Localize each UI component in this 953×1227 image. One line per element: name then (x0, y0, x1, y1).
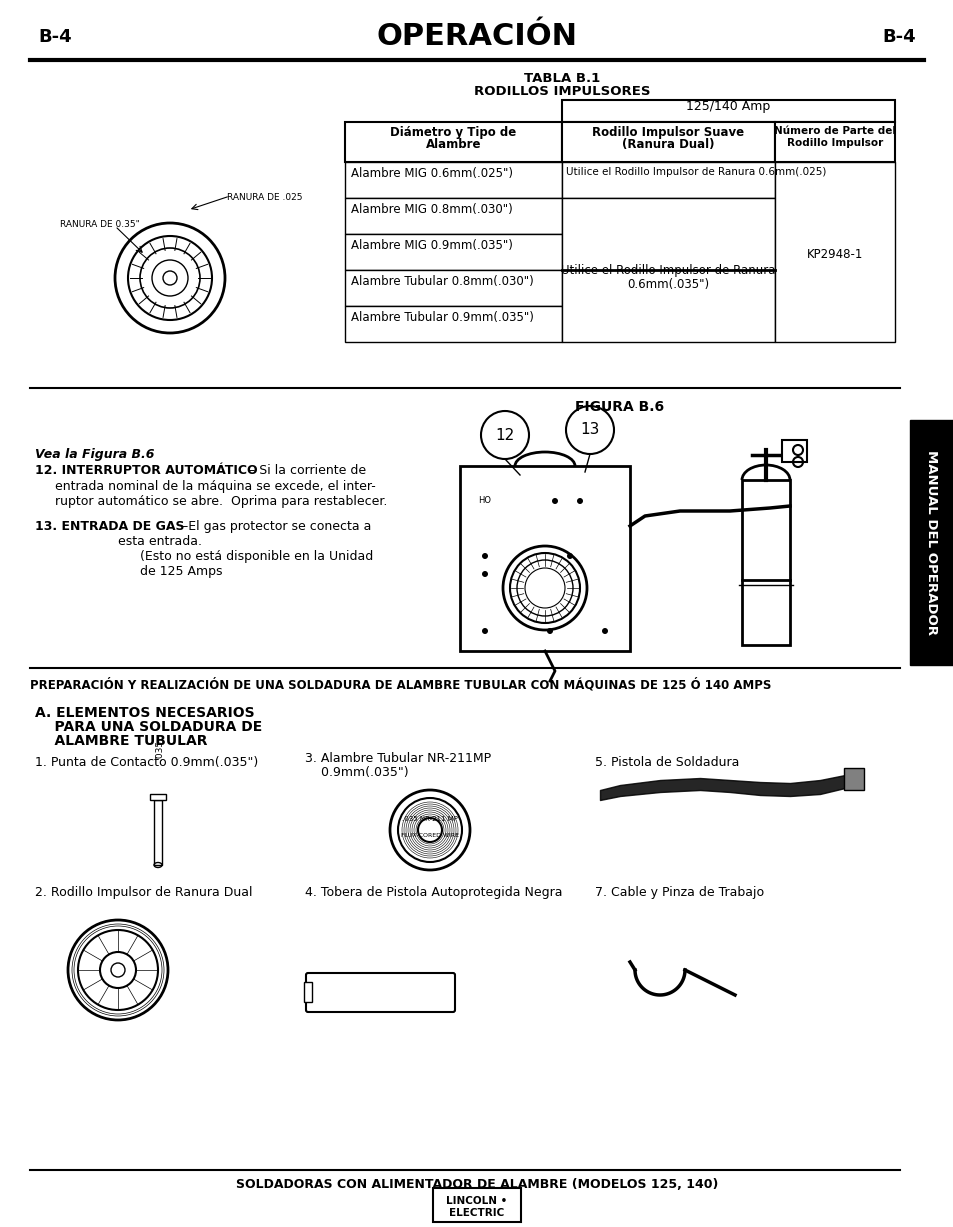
Text: 12: 12 (495, 427, 514, 443)
Text: TABLA B.1: TABLA B.1 (523, 72, 599, 85)
Text: 7. Cable y Pinza de Trabajo: 7. Cable y Pinza de Trabajo (595, 886, 763, 899)
Text: .035: .035 (155, 740, 164, 760)
Bar (561, 198, 774, 342)
Text: 13. ENTRADA DE GAS: 13. ENTRADA DE GAS (35, 520, 184, 533)
Bar (345, 121, 561, 162)
Circle shape (481, 628, 488, 634)
Text: 0.6mm(.035"): 0.6mm(.035") (627, 279, 709, 291)
Text: Utilice el Rodillo Impulsor de Ranura: Utilice el Rodillo Impulsor de Ranura (560, 264, 775, 277)
Text: Alambre MIG 0.9mm(.035"): Alambre MIG 0.9mm(.035") (351, 239, 513, 252)
Circle shape (577, 498, 582, 504)
Text: 0.9mm(.035"): 0.9mm(.035") (305, 766, 408, 779)
Text: 125/140 Amp: 125/140 Amp (685, 99, 770, 113)
Text: LINCOLN •: LINCOLN • (446, 1196, 507, 1206)
Text: MANUAL DEL OPERADOR: MANUAL DEL OPERADOR (924, 449, 938, 634)
Circle shape (480, 411, 529, 459)
Text: – Si la corriente de: – Si la corriente de (245, 464, 366, 477)
Text: B-4: B-4 (882, 28, 915, 45)
Text: 5. Pistola de Soldadura: 5. Pistola de Soldadura (595, 756, 739, 769)
Text: 1. Punta de Contacto 0.9mm(.035"): 1. Punta de Contacto 0.9mm(.035") (35, 756, 258, 769)
Bar (459, 466, 629, 652)
Text: RANURA DE .025: RANURA DE .025 (227, 193, 302, 202)
Text: 12. INTERRUPTOR AUTOMÁTICO: 12. INTERRUPTOR AUTOMÁTICO (35, 464, 257, 477)
Bar (150, 794, 166, 800)
Text: FLUX-CORED WIRE: FLUX-CORED WIRE (400, 833, 458, 838)
Text: Diámetro y Tipo de: Diámetro y Tipo de (390, 126, 517, 139)
Text: (Esto no está disponible en la Unidad: (Esto no está disponible en la Unidad (140, 550, 373, 563)
Bar (304, 982, 312, 1002)
Circle shape (601, 628, 607, 634)
Text: 2. Rodillo Impulsor de Ranura Dual: 2. Rodillo Impulsor de Ranura Dual (35, 886, 253, 899)
Circle shape (565, 406, 614, 454)
Text: esta entrada.: esta entrada. (118, 535, 202, 548)
Text: ruptor automático se abre.  Oprima para restablecer.: ruptor automático se abre. Oprima para r… (55, 494, 387, 508)
Text: ELECTRIC: ELECTRIC (449, 1209, 504, 1218)
Text: Alambre: Alambre (425, 137, 480, 151)
Bar (153, 800, 162, 865)
Text: RODILLOS IMPULSORES: RODILLOS IMPULSORES (474, 85, 650, 98)
FancyBboxPatch shape (306, 973, 455, 1012)
Text: FIGURA B.6: FIGURA B.6 (575, 400, 664, 413)
Bar (345, 270, 561, 306)
Text: SOLDADORAS CON ALIMENTADOR DE ALAMBRE (MODELOS 125, 140): SOLDADORAS CON ALIMENTADOR DE ALAMBRE (M… (235, 1178, 718, 1191)
Text: –El gas protector se conecta a: –El gas protector se conecta a (178, 520, 371, 533)
Text: A. ELEMENTOS NECESARIOS: A. ELEMENTOS NECESARIOS (35, 706, 254, 720)
Text: 3. Alambre Tubular NR-211MP: 3. Alambre Tubular NR-211MP (305, 752, 491, 764)
Text: HO: HO (477, 496, 491, 506)
Text: 13: 13 (579, 422, 599, 438)
Bar (345, 306, 561, 342)
Text: Alambre Tubular 0.9mm(.035"): Alambre Tubular 0.9mm(.035") (351, 310, 534, 324)
Bar (345, 198, 561, 234)
Text: Alambre MIG 0.8mm(.030"): Alambre MIG 0.8mm(.030") (351, 202, 512, 216)
Bar (909, 420, 953, 665)
Text: KP2948-1: KP2948-1 (806, 248, 862, 261)
Bar (561, 121, 774, 162)
Text: ALAMBRE TUBULAR: ALAMBRE TUBULAR (35, 734, 208, 748)
FancyBboxPatch shape (433, 1188, 520, 1222)
Bar (561, 99, 894, 121)
Text: Alambre MIG 0.6mm(.025"): Alambre MIG 0.6mm(.025") (351, 167, 513, 180)
Text: Utilice el Rodillo Impulsor de Ranura 0.6mm(.025): Utilice el Rodillo Impulsor de Ranura 0.… (565, 167, 825, 177)
Text: PREPARACIÓN Y REALIZACIÓN DE UNA SOLDADURA DE ALAMBRE TUBULAR CON MÁQUINAS DE 12: PREPARACIÓN Y REALIZACIÓN DE UNA SOLDADU… (30, 679, 771, 692)
Circle shape (481, 553, 488, 560)
Text: de 125 Amps: de 125 Amps (140, 564, 222, 578)
Bar (774, 121, 894, 162)
Text: 4. Tobera de Pistola Autoprotegida Negra: 4. Tobera de Pistola Autoprotegida Negra (305, 886, 562, 899)
Text: OPERACIÓN: OPERACIÓN (376, 22, 577, 52)
Circle shape (546, 628, 553, 634)
Circle shape (552, 498, 558, 504)
Text: entrada nominal de la máquina se excede, el inter-: entrada nominal de la máquina se excede,… (55, 480, 375, 493)
Text: PARA UNA SOLDADURA DE: PARA UNA SOLDADURA DE (35, 720, 262, 734)
Text: Rodillo Impulsor: Rodillo Impulsor (786, 137, 882, 148)
Text: Vea la Figura B.6: Vea la Figura B.6 (35, 448, 154, 461)
Text: Alambre Tubular 0.8mm(.030"): Alambre Tubular 0.8mm(.030") (351, 275, 533, 288)
Bar (345, 162, 561, 198)
Bar (561, 162, 774, 198)
Text: Número de Parte del: Número de Parte del (773, 126, 895, 136)
Bar (741, 480, 789, 645)
Text: Rodillo Impulsor Suave: Rodillo Impulsor Suave (592, 126, 743, 139)
Circle shape (566, 553, 573, 560)
Bar (843, 768, 863, 790)
Text: (Ranura Dual): (Ranura Dual) (621, 137, 714, 151)
Text: B-4: B-4 (38, 28, 71, 45)
Bar (774, 162, 894, 342)
Text: .035 NR-211 MP: .035 NR-211 MP (401, 816, 457, 822)
Circle shape (481, 571, 488, 577)
Bar (781, 440, 806, 463)
Bar (345, 234, 561, 270)
Text: RANURA DE 0.35": RANURA DE 0.35" (60, 220, 139, 229)
